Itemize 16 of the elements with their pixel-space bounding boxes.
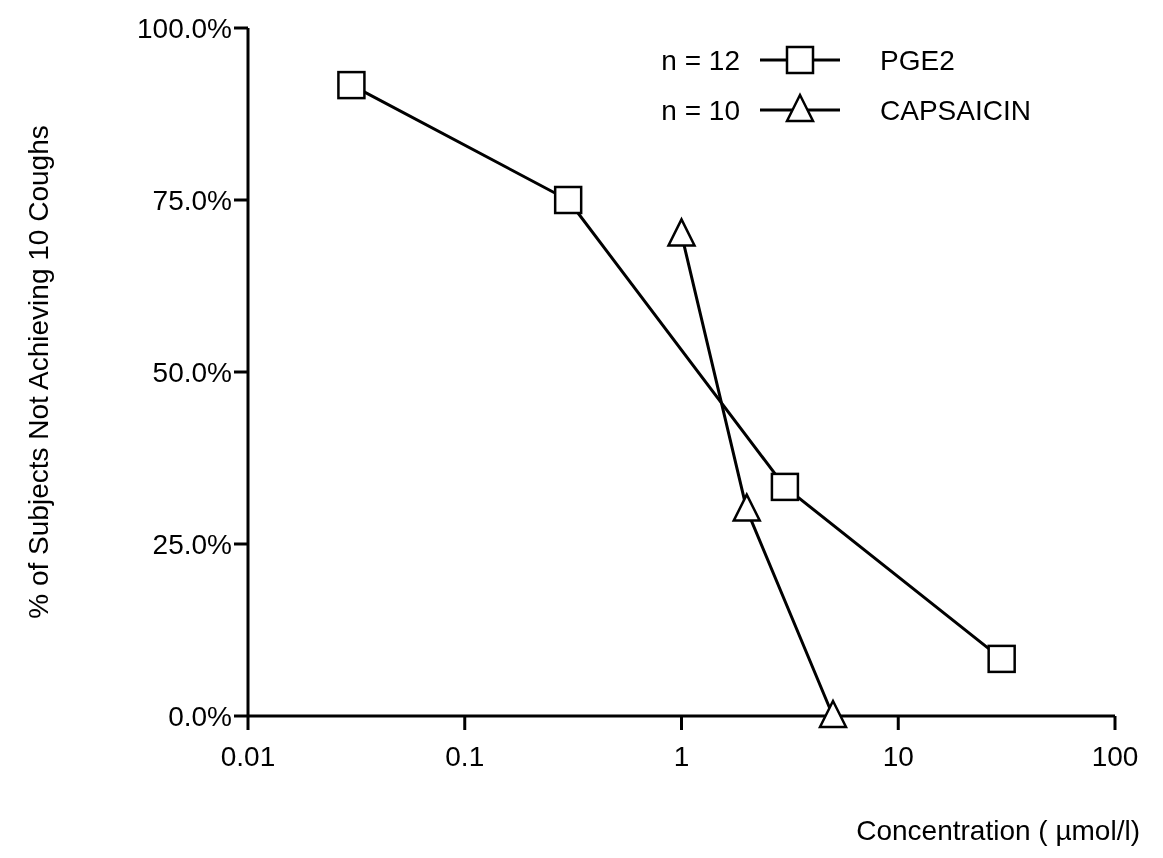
x-tick-label: 10: [882, 741, 914, 772]
x-tick-label: 100: [1091, 741, 1139, 772]
legend-label: CAPSAICIN: [880, 94, 1031, 126]
legend-label: PGE2: [880, 44, 955, 76]
x-tick-label: 1: [673, 741, 690, 772]
x-axis-title: Concentration ( µmol/l): [856, 815, 1140, 846]
annotation: n = 12: [661, 44, 740, 76]
y-tick-label: 75.0%: [152, 184, 232, 216]
y-tick-label: 25.0%: [152, 528, 232, 560]
y-axis-title: % of Subjects Not Achieving 10 Coughs: [23, 125, 54, 619]
x-tick-label: 0.1: [445, 741, 485, 772]
annotation: n = 10: [661, 94, 740, 126]
y-tick-label: 100.0%: [137, 12, 232, 44]
x-tick-label: 0.01: [220, 741, 276, 772]
y-tick-label: 0.0%: [168, 700, 232, 732]
y-tick-label: 50.0%: [152, 356, 232, 388]
